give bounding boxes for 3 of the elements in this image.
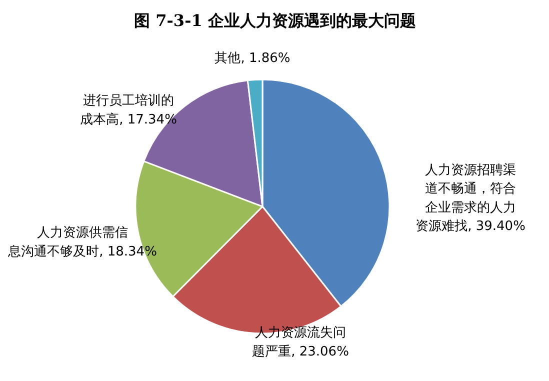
slice-label: 其他, 1.86% bbox=[214, 51, 290, 66]
chart-title: 图 7-3-1 企业人力资源遇到的最大问题 bbox=[134, 11, 416, 30]
slice-label: 人力资源招聘渠道不畅通，符合企业需求的人力资源难找, 39.40% bbox=[416, 162, 526, 234]
